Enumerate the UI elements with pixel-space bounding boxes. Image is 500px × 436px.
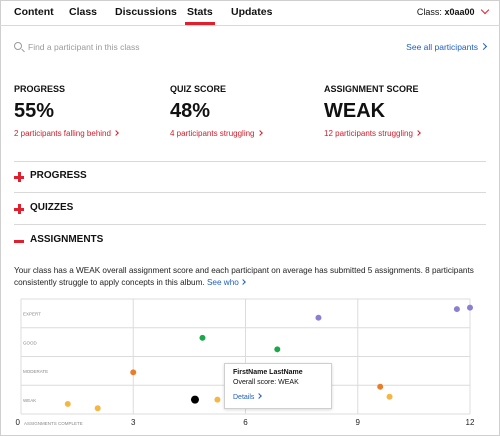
progress-falling-behind-link[interactable]: 2 participants falling behind bbox=[14, 129, 119, 138]
data-point bbox=[386, 393, 393, 400]
x-tick-label: 9 bbox=[356, 418, 361, 427]
y-category-label: EXPERT bbox=[23, 312, 41, 317]
tooltip-details-link[interactable]: Details bbox=[233, 393, 323, 401]
y-category-label: WEAK bbox=[23, 398, 36, 403]
chevron-right-icon bbox=[256, 393, 263, 399]
tab-stats[interactable]: Stats bbox=[185, 6, 215, 25]
data-point bbox=[130, 369, 137, 376]
x-tick-label: 3 bbox=[131, 418, 136, 427]
see-all-label: See all participants bbox=[406, 42, 478, 52]
chevron-right-icon bbox=[256, 130, 263, 136]
x-tick-label: 0 bbox=[16, 418, 21, 427]
quizzes-section-title: QUIZZES bbox=[30, 202, 74, 213]
tab-bar: Content Class Discussions Stats Updates … bbox=[0, 0, 500, 26]
data-point bbox=[377, 383, 384, 390]
search-icon bbox=[14, 42, 22, 50]
assignments-scatter-chart: WEAK MODERATE GOOD EXPERT 0 3 6 9 12 ASSIGNMENTS … bbox=[16, 298, 475, 427]
see-who-label: See who bbox=[206, 278, 239, 287]
progress-stat-label: PROGRESS bbox=[14, 84, 66, 94]
chevron-right-icon bbox=[113, 130, 119, 136]
progress-link-label: 2 participants falling behind bbox=[14, 129, 111, 138]
tab-class[interactable]: Class bbox=[69, 6, 98, 18]
chevron-right-icon bbox=[415, 130, 421, 136]
data-point bbox=[274, 346, 281, 353]
search-input[interactable] bbox=[28, 40, 328, 54]
chevron-down-icon bbox=[480, 5, 490, 15]
assignment-score-label: ASSIGNMENT SCORE bbox=[324, 84, 419, 94]
tooltip-overall-score: Overall score: WEAK bbox=[233, 379, 299, 386]
assignment-score-stat: ASSIGNMENT SCORE WEAK 12 participants st… bbox=[324, 84, 421, 138]
assignments-section-toggle[interactable]: ASSIGNMENTS bbox=[14, 232, 486, 252]
selected-data-point bbox=[190, 395, 199, 404]
data-point bbox=[453, 306, 460, 313]
progress-section-toggle[interactable]: PROGRESS bbox=[14, 168, 486, 188]
y-category-label: MODERATE bbox=[23, 369, 48, 374]
plus-icon bbox=[14, 204, 24, 214]
chevron-right-icon bbox=[240, 279, 246, 285]
chevron-right-icon bbox=[479, 42, 488, 51]
divider bbox=[14, 161, 486, 162]
class-selector-label: Class: bbox=[416, 7, 442, 17]
assignment-score-value: WEAK bbox=[324, 100, 386, 122]
data-point bbox=[94, 405, 101, 412]
tab-discussions[interactable]: Discussions bbox=[115, 6, 177, 18]
tab-updates[interactable]: Updates bbox=[231, 6, 273, 18]
quiz-struggling-link[interactable]: 4 participants struggling bbox=[170, 129, 263, 138]
progress-section-title: PROGRESS bbox=[30, 170, 87, 181]
plus-icon bbox=[14, 172, 24, 182]
assignments-summary-text: Your class has a WEAK overall assignment… bbox=[14, 266, 474, 287]
quiz-score-label: QUIZ SCORE bbox=[170, 84, 227, 94]
participant-tooltip: FirstName LastName Overall score: WEAK D… bbox=[224, 363, 332, 409]
divider bbox=[14, 224, 486, 225]
divider bbox=[14, 192, 486, 193]
progress-stat-value: 55% bbox=[14, 100, 55, 122]
tab-content[interactable]: Content bbox=[14, 6, 54, 18]
quiz-score-value: 48% bbox=[170, 100, 211, 122]
quiz-link-label: 4 participants struggling bbox=[170, 129, 255, 138]
x-tick-label: 12 bbox=[466, 418, 475, 427]
progress-stat: PROGRESS 55% 2 participants falling behi… bbox=[14, 84, 119, 138]
x-tick-label: 6 bbox=[243, 418, 248, 427]
data-point bbox=[214, 396, 221, 403]
quizzes-section-toggle[interactable]: QUIZZES bbox=[14, 200, 486, 220]
data-point bbox=[467, 304, 473, 311]
details-label: Details bbox=[233, 394, 255, 401]
participant-search: See all participants bbox=[14, 40, 488, 56]
assignments-description: Your class has a WEAK overall assignment… bbox=[14, 265, 489, 289]
see-all-participants-link[interactable]: See all participants bbox=[406, 42, 488, 52]
class-selector-value: x0aa00 bbox=[444, 7, 475, 17]
see-who-link[interactable]: See who bbox=[206, 278, 246, 287]
quiz-score-stat: QUIZ SCORE 48% 4 participants struggling bbox=[170, 84, 263, 138]
minus-icon bbox=[14, 236, 24, 246]
assignment-link-label: 12 participants struggling bbox=[324, 129, 413, 138]
data-point bbox=[199, 334, 206, 341]
x-axis-label: ASSIGNMENTS COMPLETE bbox=[24, 421, 83, 426]
assignments-section-title: ASSIGNMENTS bbox=[30, 234, 104, 245]
assignment-struggling-link[interactable]: 12 participants struggling bbox=[324, 129, 421, 138]
class-selector[interactable]: Class: x0aa00 bbox=[416, 5, 490, 17]
y-category-label: GOOD bbox=[23, 340, 38, 345]
tooltip-participant-name: FirstName LastName bbox=[233, 369, 303, 376]
data-point bbox=[315, 314, 322, 321]
data-point bbox=[64, 400, 71, 407]
